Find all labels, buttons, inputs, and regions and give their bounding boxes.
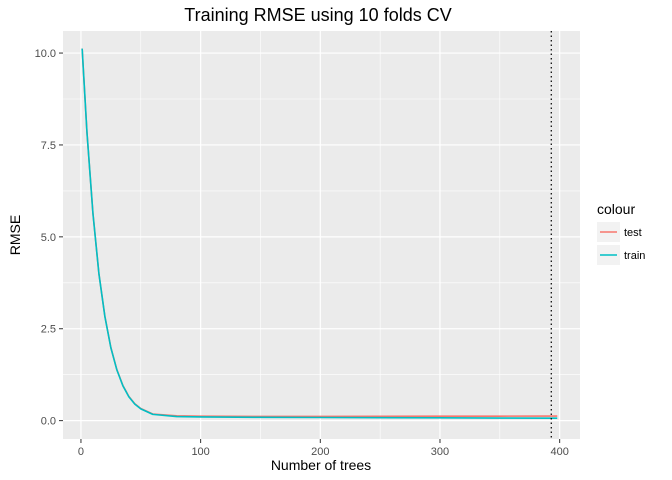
- legend-label-train: train: [624, 250, 645, 262]
- series-line-train: [81, 48, 558, 420]
- y-axis-ticks: 0.0 2.5 5.0 7.5 10.0: [35, 48, 63, 428]
- series-layer: [81, 48, 558, 420]
- x-tick-label: 400: [550, 446, 568, 458]
- x-tick-label: 300: [431, 446, 449, 458]
- y-tick-label: 2.5: [41, 324, 56, 336]
- x-tick-label: 200: [311, 446, 329, 458]
- major-gridlines: [63, 31, 580, 439]
- legend: colour test train: [597, 201, 645, 265]
- x-axis-ticks: 0 100 200 300 400: [78, 439, 569, 458]
- y-tick-label: 7.5: [41, 140, 56, 152]
- x-tick-label: 0: [78, 446, 84, 458]
- y-axis-title: RMSE: [7, 215, 23, 255]
- legend-label-test: test: [624, 227, 642, 239]
- legend-title: colour: [597, 201, 635, 217]
- minor-gridlines: [63, 31, 580, 439]
- y-tick-label: 0.0: [41, 416, 56, 428]
- x-axis-title: Number of trees: [271, 457, 371, 473]
- chart-title: Training RMSE using 10 folds CV: [184, 5, 451, 25]
- x-tick-label: 100: [191, 446, 209, 458]
- y-tick-label: 10.0: [35, 48, 56, 60]
- y-tick-label: 5.0: [41, 232, 56, 244]
